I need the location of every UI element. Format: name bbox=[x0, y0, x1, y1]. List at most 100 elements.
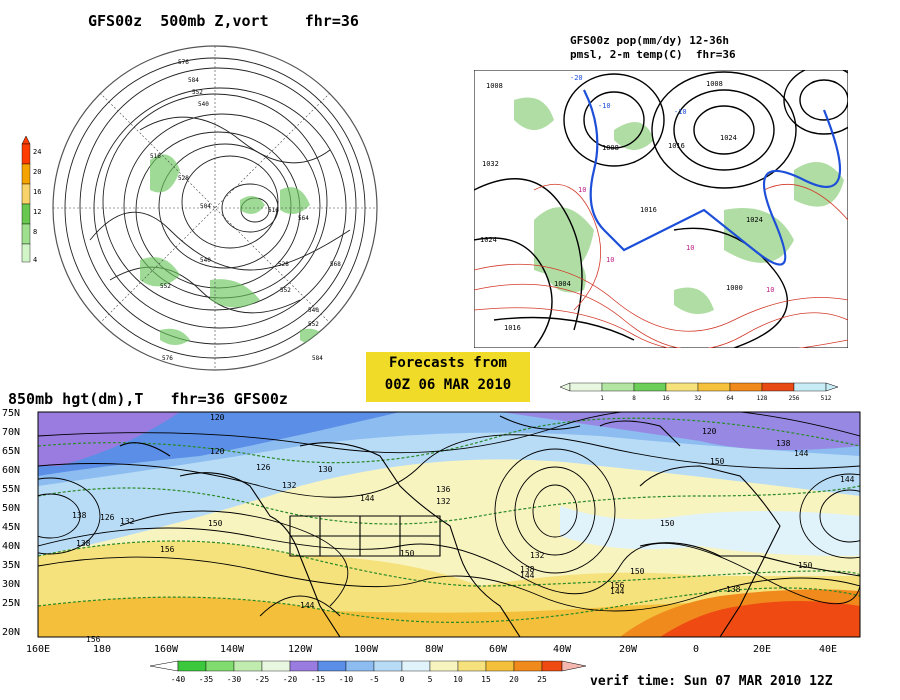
svg-text:10: 10 bbox=[578, 186, 586, 194]
svg-text:180: 180 bbox=[93, 644, 111, 655]
svg-text:160W: 160W bbox=[154, 644, 179, 655]
colorbar-vort: 24 20 16 12 8 4 bbox=[21, 136, 41, 264]
panel-precip-title-1: GFS00z pop(mm/dy) 12-36h bbox=[570, 34, 729, 47]
svg-text:120: 120 bbox=[210, 413, 225, 422]
svg-text:25: 25 bbox=[537, 675, 547, 684]
forecast-time-box: Forecasts from 00Z 06 MAR 2010 bbox=[366, 352, 530, 402]
svg-text:100W: 100W bbox=[354, 644, 379, 655]
svg-text:20N: 20N bbox=[2, 627, 20, 638]
svg-text:55N: 55N bbox=[2, 484, 20, 495]
svg-text:138: 138 bbox=[72, 511, 87, 520]
svg-text:138: 138 bbox=[726, 585, 741, 594]
svg-text:144: 144 bbox=[360, 494, 375, 503]
svg-text:1: 1 bbox=[600, 395, 604, 402]
svg-text:20E: 20E bbox=[753, 644, 771, 655]
svg-text:150: 150 bbox=[710, 457, 725, 466]
polar-contour-labels: 576 584 552 540 516 528 504 552 540 516 … bbox=[150, 59, 341, 362]
svg-text:60N: 60N bbox=[2, 465, 20, 476]
svg-text:576: 576 bbox=[162, 355, 173, 362]
svg-text:8: 8 bbox=[632, 395, 636, 402]
svg-text:-20: -20 bbox=[283, 675, 298, 684]
svg-text:-30: -30 bbox=[227, 675, 242, 684]
svg-text:1032: 1032 bbox=[482, 160, 499, 168]
svg-text:1016: 1016 bbox=[640, 206, 657, 214]
svg-text:584: 584 bbox=[188, 77, 199, 84]
svg-text:-10: -10 bbox=[598, 102, 611, 110]
svg-text:40N: 40N bbox=[2, 541, 20, 552]
latitude-labels: 75N 70N 65N 60N 55N 50N 45N 40N 35N 30N … bbox=[2, 408, 20, 638]
svg-text:60W: 60W bbox=[489, 644, 508, 655]
svg-text:-10: -10 bbox=[674, 108, 687, 116]
precip-shading bbox=[514, 97, 844, 314]
svg-text:-35: -35 bbox=[199, 675, 214, 684]
svg-text:-10: -10 bbox=[339, 675, 354, 684]
longitude-labels: 160E 180 160W 140W 120W 100W 80W 60W 40W… bbox=[26, 644, 837, 655]
verif-time: verif time: Sun 07 MAR 2010 12Z bbox=[590, 674, 833, 689]
svg-text:584: 584 bbox=[312, 355, 323, 362]
svg-text:25N: 25N bbox=[2, 598, 20, 609]
svg-text:540: 540 bbox=[200, 257, 211, 264]
svg-text:10: 10 bbox=[453, 675, 463, 684]
colorbar-precip: 1 8 16 32 64 128 256 512 bbox=[560, 382, 839, 402]
svg-text:138: 138 bbox=[76, 539, 91, 548]
svg-text:156: 156 bbox=[610, 581, 625, 590]
svg-text:156: 156 bbox=[160, 545, 175, 554]
svg-text:144: 144 bbox=[794, 449, 809, 458]
svg-text:512: 512 bbox=[821, 395, 832, 402]
svg-text:552: 552 bbox=[308, 321, 319, 328]
svg-text:504: 504 bbox=[200, 203, 211, 210]
svg-text:516: 516 bbox=[268, 207, 279, 214]
svg-text:528: 528 bbox=[178, 175, 189, 182]
svg-text:1008: 1008 bbox=[706, 80, 723, 88]
svg-text:30N: 30N bbox=[2, 579, 20, 590]
map-850mb: 120 126 132 138 144 150 156 120 132 126 … bbox=[2, 408, 861, 655]
svg-text:552: 552 bbox=[192, 89, 203, 96]
svg-text:1016: 1016 bbox=[668, 142, 685, 150]
svg-text:65N: 65N bbox=[2, 446, 20, 457]
svg-text:70N: 70N bbox=[2, 427, 20, 438]
svg-text:150: 150 bbox=[660, 519, 675, 528]
svg-text:-5: -5 bbox=[369, 675, 379, 684]
isobars bbox=[474, 70, 848, 348]
svg-text:126: 126 bbox=[256, 463, 271, 472]
svg-text:126: 126 bbox=[100, 513, 115, 522]
svg-text:1000: 1000 bbox=[726, 284, 743, 292]
svg-text:4: 4 bbox=[33, 256, 37, 264]
svg-text:564: 564 bbox=[298, 215, 309, 222]
freezing-line bbox=[583, 89, 842, 266]
svg-text:35N: 35N bbox=[2, 560, 20, 571]
svg-text:150: 150 bbox=[630, 567, 645, 576]
temperature-shading bbox=[38, 412, 860, 637]
svg-text:516: 516 bbox=[150, 153, 161, 160]
svg-text:144: 144 bbox=[840, 475, 855, 484]
svg-text:576: 576 bbox=[178, 59, 189, 66]
height-labels: 120 126 132 138 144 150 156 120 132 126 … bbox=[72, 413, 855, 644]
forecast-label: Forecasts from bbox=[388, 355, 507, 371]
svg-text:136: 136 bbox=[436, 485, 451, 494]
svg-text:1024: 1024 bbox=[720, 134, 737, 142]
svg-text:1008: 1008 bbox=[486, 82, 503, 90]
svg-text:-25: -25 bbox=[255, 675, 270, 684]
svg-text:12: 12 bbox=[33, 208, 41, 216]
svg-text:144: 144 bbox=[300, 601, 315, 610]
svg-text:1024: 1024 bbox=[746, 216, 763, 224]
svg-text:-15: -15 bbox=[311, 675, 326, 684]
svg-text:528: 528 bbox=[278, 261, 289, 268]
svg-text:140W: 140W bbox=[220, 644, 245, 655]
panel-850mb-title: 850mb hgt(dm),T fhr=36 GFS00z bbox=[8, 390, 288, 408]
svg-text:128: 128 bbox=[757, 395, 768, 402]
svg-text:156: 156 bbox=[86, 635, 101, 644]
svg-text:20: 20 bbox=[33, 168, 41, 176]
svg-text:1004: 1004 bbox=[554, 280, 571, 288]
coastlines bbox=[119, 415, 860, 637]
colorbar-850mb-temp: -40 -35 -30 -25 -20 -15 -10 -5 0 5 10 15… bbox=[150, 660, 587, 684]
svg-text:0: 0 bbox=[400, 675, 405, 684]
svg-text:1008: 1008 bbox=[602, 144, 619, 152]
svg-text:-40: -40 bbox=[171, 675, 186, 684]
svg-text:64: 64 bbox=[726, 395, 734, 402]
svg-text:20W: 20W bbox=[619, 644, 638, 655]
polar-map-500mb: 576 584 552 540 516 528 504 552 540 516 … bbox=[52, 45, 378, 371]
svg-text:24: 24 bbox=[33, 148, 41, 156]
svg-text:16: 16 bbox=[662, 395, 670, 402]
svg-text:552: 552 bbox=[280, 287, 291, 294]
